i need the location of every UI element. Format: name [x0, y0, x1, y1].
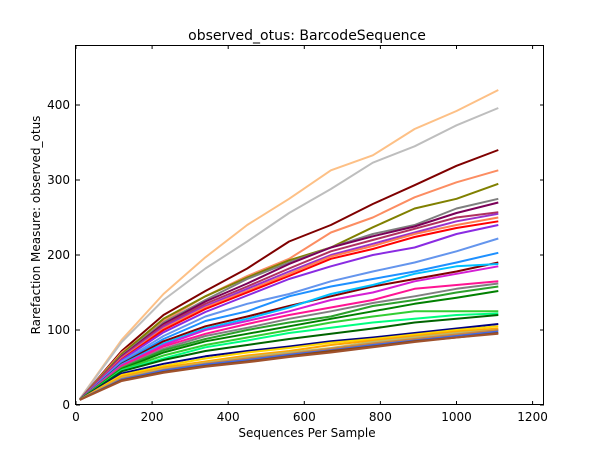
series-line-18: [79, 280, 499, 401]
y-axis: 0 100 200 300 400: [47, 98, 544, 412]
series-line-9: [79, 212, 499, 401]
x-tick-label: 0: [72, 410, 80, 424]
x-tick-label: 600: [293, 410, 316, 424]
series-line-21: [79, 290, 499, 401]
x-tick-label: 400: [217, 410, 240, 424]
series-line-6: [79, 197, 499, 401]
y-tick-label: 100: [47, 323, 70, 337]
x-tick-label: 1200: [517, 410, 548, 424]
series-line-25: [79, 323, 499, 401]
series-line-27: [79, 327, 499, 401]
series-line-14: [79, 251, 499, 401]
x-tick-label: 200: [141, 410, 164, 424]
series-line-19: [79, 282, 499, 401]
series-line-32: [79, 332, 499, 401]
series-line-1: [78, 89, 499, 400]
x-tick-label: 1000: [441, 410, 472, 424]
x-tick-label: 800: [369, 410, 392, 424]
chart-title: observed_otus: BarcodeSequence: [188, 28, 426, 44]
series-line-5: [79, 182, 499, 401]
series-line-10: [79, 216, 499, 401]
series-line-23: [79, 312, 499, 401]
x-axis-label: Sequences Per Sample: [238, 426, 375, 440]
series-line-13: [79, 237, 499, 401]
series-line-17: [79, 265, 499, 401]
series-line-22: [79, 310, 499, 401]
series-line-8: [79, 211, 499, 401]
x-axis: 0 200 400 600 800 1000 1200: [72, 45, 548, 424]
series-line-15: [79, 261, 499, 401]
series-line-30: [79, 330, 499, 401]
series-line-20: [79, 285, 499, 401]
y-tick-label: 0: [62, 398, 70, 412]
series-layer: [78, 89, 499, 401]
series-line-24: [79, 314, 499, 401]
series-line-3: [79, 149, 499, 401]
series-line-16: [79, 263, 499, 401]
plot-frame: [75, 45, 544, 405]
y-tick-label: 400: [47, 98, 70, 112]
series-line-26: [79, 325, 499, 401]
series-line-2: [78, 107, 499, 400]
y-tick-label: 300: [47, 173, 70, 187]
y-tick-label: 200: [47, 248, 70, 262]
series-line-12: [79, 224, 499, 401]
series-line-11: [79, 220, 499, 401]
y-axis-label: Rarefaction Measure: observed_otus: [29, 116, 43, 335]
